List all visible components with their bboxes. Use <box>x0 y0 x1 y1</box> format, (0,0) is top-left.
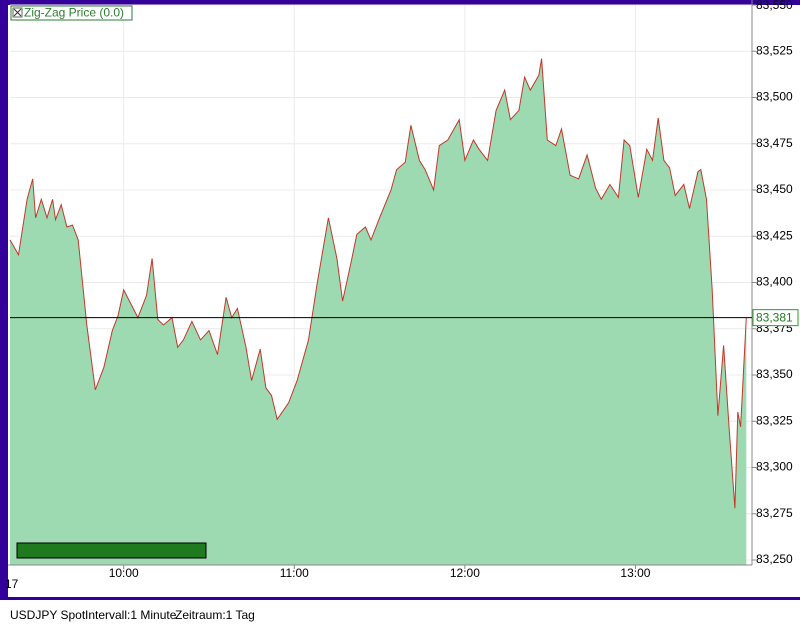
x-tick-label: 10:00 <box>109 566 139 580</box>
footer-interval: Intervall:1 Minute <box>85 608 177 622</box>
current-price-box <box>752 309 799 327</box>
legend-label: Zig-Zag Price (0.0) <box>24 6 124 20</box>
y-tick-label: 83,425 <box>756 228 793 242</box>
x-tick-label: 13:00 <box>620 566 650 580</box>
y-tick-label: 83,250 <box>756 552 793 566</box>
y-tick-label: 83,275 <box>756 506 793 520</box>
area <box>10 58 747 565</box>
y-tick-label: 83,350 <box>756 367 793 381</box>
x-tick-label: 11:00 <box>280 566 309 580</box>
line <box>9 58 747 509</box>
corner-label: 17 <box>5 577 19 591</box>
y-tick-label: 83,400 <box>756 275 793 289</box>
legend-box <box>10 5 133 21</box>
legend-check <box>13 8 22 17</box>
y-tick-label: 83,525 <box>756 43 793 57</box>
y-tick-label: 83,450 <box>756 182 793 196</box>
footer-range: Zeitraum:1 Tag <box>175 608 255 622</box>
footer-symbol: USDJPY Spot <box>10 608 86 622</box>
legend: Zig-Zag Price (0.0) <box>10 5 133 21</box>
y-tick-label: 83,500 <box>756 90 793 104</box>
x-tick-label: 12:00 <box>450 566 480 580</box>
plot <box>9 58 747 565</box>
y-tick-label: 83,325 <box>756 413 793 427</box>
y-tick-label: 83,475 <box>756 136 793 150</box>
y-tick-label: 83,300 <box>756 460 793 474</box>
status-bar <box>0 600 800 625</box>
y-tick-label: 83,550 <box>756 0 793 12</box>
current-price-label: 83,381 <box>756 310 793 324</box>
progress-bar <box>16 542 207 559</box>
